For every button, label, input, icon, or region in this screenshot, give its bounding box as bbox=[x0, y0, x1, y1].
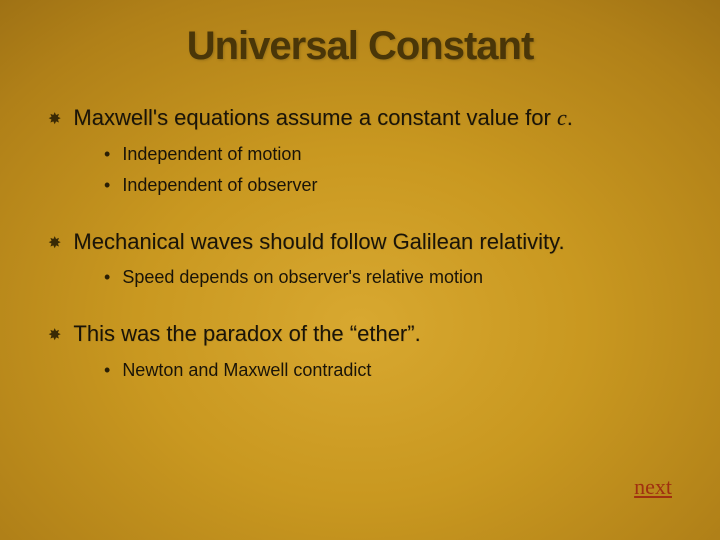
dot-bullet-icon: • bbox=[104, 357, 110, 384]
sub-bullet-text: Independent of observer bbox=[122, 172, 317, 199]
dot-bullet-icon: • bbox=[104, 264, 110, 291]
bullet-text-suffix: . bbox=[567, 105, 573, 130]
dot-bullet-icon: • bbox=[104, 141, 110, 168]
sub-bullet-item: • Independent of observer bbox=[104, 172, 672, 199]
bullet-text-prefix: Mechanical waves should follow Galilean … bbox=[73, 229, 564, 254]
snowflake-bullet-icon: ✸ bbox=[48, 233, 61, 253]
snowflake-bullet-icon: ✸ bbox=[48, 325, 61, 345]
sub-bullet-item: • Newton and Maxwell contradict bbox=[104, 357, 672, 384]
sub-bullet-text: Independent of motion bbox=[122, 141, 301, 168]
bullet-item: ✸ This was the paradox of the “ether”. bbox=[48, 319, 672, 349]
slide: Universal Constant ✸ Maxwell's equations… bbox=[0, 0, 720, 540]
italic-variable: c bbox=[557, 105, 567, 130]
snowflake-bullet-icon: ✸ bbox=[48, 109, 61, 129]
bullet-item: ✸ Maxwell's equations assume a constant … bbox=[48, 103, 672, 133]
slide-title: Universal Constant bbox=[0, 0, 720, 81]
sub-bullet-text: Speed depends on observer's relative mot… bbox=[122, 264, 483, 291]
bullet-text: Mechanical waves should follow Galilean … bbox=[73, 227, 564, 257]
bullet-text-prefix: This was the paradox of the “ether”. bbox=[73, 321, 420, 346]
sub-bullet-list: • Independent of motion • Independent of… bbox=[104, 141, 672, 199]
bullet-text: This was the paradox of the “ether”. bbox=[73, 319, 420, 349]
bullet-text: Maxwell's equations assume a constant va… bbox=[73, 103, 572, 133]
sub-bullet-item: • Independent of motion bbox=[104, 141, 672, 168]
sub-bullet-list: • Newton and Maxwell contradict bbox=[104, 357, 672, 384]
sub-bullet-text: Newton and Maxwell contradict bbox=[122, 357, 371, 384]
next-link[interactable]: next bbox=[634, 474, 672, 500]
sub-bullet-list: • Speed depends on observer's relative m… bbox=[104, 264, 672, 291]
slide-content: ✸ Maxwell's equations assume a constant … bbox=[0, 81, 720, 384]
dot-bullet-icon: • bbox=[104, 172, 110, 199]
sub-bullet-item: • Speed depends on observer's relative m… bbox=[104, 264, 672, 291]
bullet-item: ✸ Mechanical waves should follow Galilea… bbox=[48, 227, 672, 257]
bullet-text-prefix: Maxwell's equations assume a constant va… bbox=[73, 105, 557, 130]
